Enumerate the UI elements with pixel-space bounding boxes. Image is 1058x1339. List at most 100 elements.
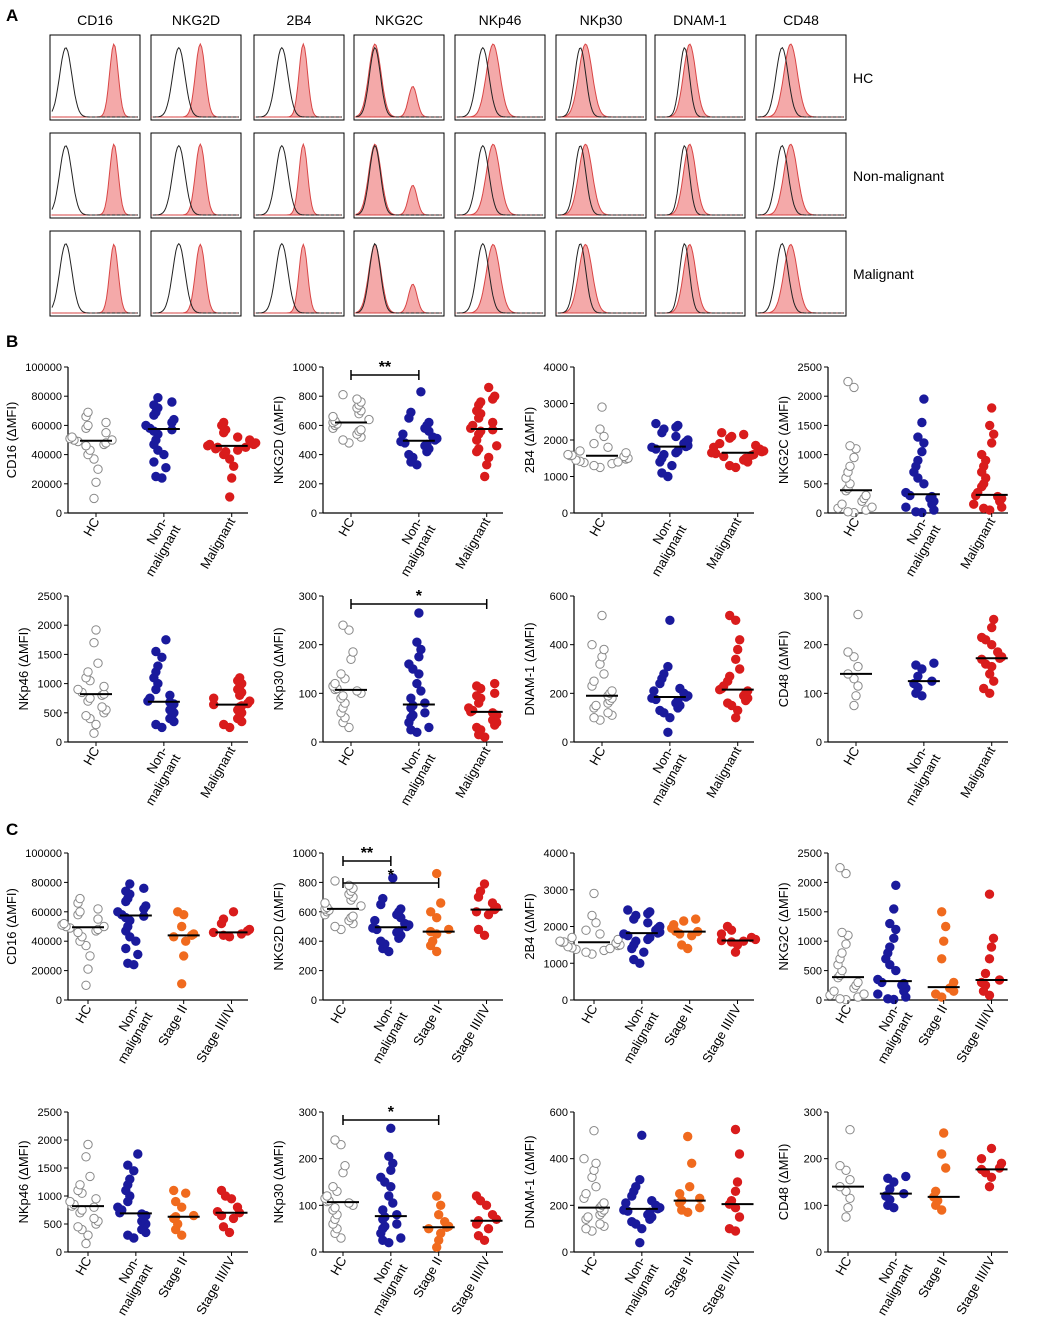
y-tick-label: 100 [299,1200,317,1212]
data-point [113,1202,123,1212]
y-tick-label: 400 [299,450,317,462]
x-tick-label-stage-ii: Stage II [661,1254,696,1300]
data-point [348,911,358,921]
data-point [883,994,893,1004]
data-point [179,951,189,961]
data-point [406,407,416,417]
scatter-c-nkp46: 0 500 1000 1500 2000 2500 NKp46 (ΔMFI) HC Non-ma… [16,1107,248,1318]
data-point [81,441,91,451]
data-point [695,1203,705,1213]
y-tick-label: 2000 [38,620,62,632]
data-point [330,876,340,886]
data-point [567,932,577,943]
data-point [659,449,669,460]
histogram-isotype-curve [657,242,743,314]
x-tick-label-non-malignant: Non-malignant [114,1254,155,1318]
x-tick-label-line: Stage III/IV [448,1254,493,1317]
data-point [873,989,883,999]
x-tick-label-malignant: Malignant [452,515,493,572]
data-point [591,1182,601,1192]
data-point [917,447,927,457]
data-point [607,686,617,696]
y-tick-label: 40000 [31,450,62,462]
x-tick-label-hc: HC [578,1002,600,1026]
data-point [125,879,135,889]
y-tick-label: 20000 [31,966,62,978]
scatter-b-nkg2c: 0 500 1000 1500 2000 2500 NKG2C (ΔMFI) HC Non-ma… [776,362,1008,579]
data-point [328,1182,338,1192]
data-point [667,460,677,471]
group-hc: HC [320,1135,359,1278]
group-hc: HC [65,1139,104,1278]
y-tick-label: 300 [299,591,317,603]
data-point [205,439,215,450]
group-stage-iii-iv: Stage III/IV [953,1143,1008,1317]
data-point [993,647,1003,657]
data-point [392,1219,402,1229]
data-point [677,940,687,950]
x-tick-label-line: HC [832,1002,854,1026]
data-point [352,394,362,404]
data-point [989,676,999,686]
data-point [843,647,853,657]
scatter-b-2b4: 0 1000 2000 3000 4000 2B4 (ΔMFI) HC Non-maligna… [522,362,769,579]
data-point [177,1202,187,1212]
data-point [649,686,659,696]
data-point [717,428,727,438]
data-point [414,608,424,618]
data-point [659,669,669,679]
data-point [685,1182,695,1192]
group-malignant: Malignant [452,678,503,800]
data-point [416,387,426,397]
x-tick-label-line: HC [80,744,102,768]
x-tick-label-hc: HC [327,1002,349,1026]
histogram-nkp30-malignant [555,230,647,317]
x-tick-label-non-malignant: Non-malignant [369,1254,410,1318]
data-point [99,681,109,692]
group-stage-ii: Stage II [661,914,706,1048]
scatter-c-nkg2c: 0 500 1000 1500 2000 2500 NKG2C (ΔMFI) HC Non-ma… [776,848,1008,1066]
data-point [853,681,863,691]
histogram-isotype-curve [457,242,543,314]
data-point [901,487,911,498]
data-point [663,727,673,737]
group-hc: HC [328,620,367,768]
y-tick-label: 40000 [31,936,62,948]
histogram-isotype-curve [256,46,342,118]
data-point [472,681,482,691]
data-point [338,390,348,400]
x-tick-label-stage-iii-iv: Stage III/IV [193,1254,238,1317]
y-tick-label: 1000 [293,848,317,860]
y-axis-label: NKp46 (ΔMFI) [16,1140,31,1223]
data-point [687,1158,697,1169]
histogram-col-title-cd48: CD48 [783,12,819,28]
x-tick-label-stage-iii-iv: Stage III/IV [953,1254,998,1317]
x-tick-label-stage-ii: Stage II [410,1002,445,1048]
y-tick-label: 600 [299,907,317,919]
data-point [829,986,839,996]
data-point [177,979,187,989]
data-point [484,382,494,393]
x-tick-label-stage-ii: Stage II [410,1254,445,1300]
data-point [589,713,599,723]
data-point [330,678,340,689]
x-tick-label-line: Stage III/IV [953,1002,998,1065]
x-tick-label-non-malignant: Non-malignant [874,1254,915,1318]
y-tick-label: 400 [299,936,317,948]
x-tick-label-stage-ii: Stage II [661,1002,696,1048]
group-stage-ii: Stage II [915,907,960,1048]
data-point [987,640,997,650]
data-point [631,936,641,946]
histogram-frame [555,132,647,219]
data-point [751,440,761,451]
y-tick-label: 2500 [38,591,62,603]
data-point [424,1224,434,1234]
x-tick-label-malignant: Malignant [197,515,238,572]
y-tick-label: 2000 [798,877,822,889]
data-point [85,951,95,961]
data-point [913,455,923,466]
data-point [589,460,599,471]
data-point [669,920,679,930]
data-point [376,1172,386,1183]
y-axis-label: CD48 (ΔMFI) [776,631,791,708]
